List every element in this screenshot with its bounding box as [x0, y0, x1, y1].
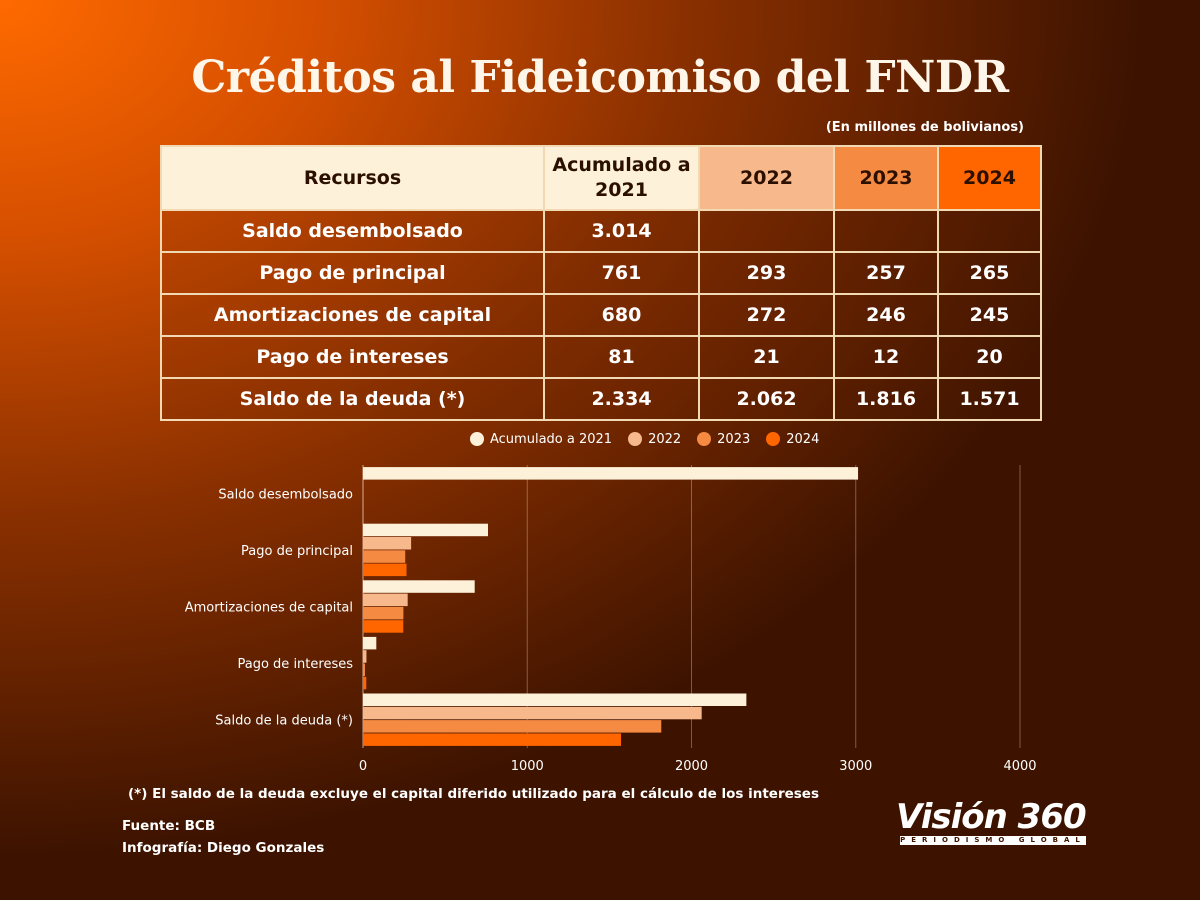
table-cell: 1.571	[937, 377, 1042, 421]
table-cell: 293	[698, 251, 835, 295]
bar	[363, 706, 702, 720]
table-cell: Saldo desembolsado	[160, 209, 545, 253]
legend-item-2022: 2022	[628, 432, 681, 447]
table-cell: 246	[833, 293, 939, 337]
table-cell: 81	[543, 335, 700, 379]
header-2022: 2022	[698, 145, 835, 211]
x-tick-label: 0	[359, 759, 367, 774]
header-acumulado: Acumulado a 2021	[543, 145, 700, 211]
chart-legend: Acumulado a 2021 2022 2023 2024	[470, 430, 819, 448]
legend-dot	[470, 432, 484, 446]
table-row: Pago de principal 761 293 257 265	[160, 251, 1042, 295]
x-tick-label: 1000	[511, 759, 544, 774]
page-title: Créditos al Fideicomiso del FNDR	[191, 52, 1009, 103]
table-cell: 1.816	[833, 377, 939, 421]
table-cell: 272	[698, 293, 835, 337]
logo-tagline: PERIODISMO GLOBAL	[900, 836, 1086, 845]
source-note: Fuente: BCB	[122, 818, 216, 834]
bar	[363, 620, 404, 633]
legend-dot	[697, 432, 712, 446]
legend-label: 2022	[648, 431, 682, 447]
table-cell: 680	[543, 293, 700, 337]
table-cell: Saldo de la deuda (*)	[160, 377, 545, 421]
table-cell: 2.334	[543, 377, 700, 421]
table-cell: 265	[937, 251, 1042, 295]
bar	[363, 523, 488, 537]
table-cell: 245	[937, 293, 1042, 337]
table-cell	[833, 209, 939, 253]
table-cell: Amortizaciones de capital	[160, 293, 545, 337]
bar	[363, 720, 662, 733]
x-tick-label: 3000	[839, 759, 872, 774]
bar-chart: 0 1000 2000 3000 4000 Saldo desembolsado Pago …	[185, 465, 1037, 774]
footnote: (*) El saldo de la deuda excluye el capi…	[128, 786, 819, 802]
table-cell: Pago de principal	[160, 251, 545, 295]
legend-item-2024: 2024	[766, 432, 819, 447]
legend-label: 2023	[717, 431, 751, 447]
table-row: Amortizaciones de capital 680 272 246 24…	[160, 293, 1042, 337]
table-cell: 3.014	[543, 209, 700, 253]
logo-text: Visión 360	[896, 797, 1087, 837]
bar	[363, 636, 377, 650]
bar	[363, 467, 859, 480]
table-cell: 761	[543, 251, 700, 295]
table-cell	[937, 209, 1042, 253]
bar	[363, 733, 622, 746]
bar	[363, 563, 407, 577]
bar	[363, 550, 406, 563]
legend-label: Acumulado a 2021	[490, 431, 613, 447]
header-recursos: Recursos	[160, 145, 545, 211]
table-row: Pago de intereses 81 21 12 20	[160, 335, 1042, 379]
header-2024: 2024	[937, 145, 1042, 211]
table-cell: 257	[833, 251, 939, 295]
bar	[363, 593, 408, 607]
legend-dot	[628, 432, 643, 446]
x-tick-label: 2000	[675, 759, 708, 774]
table-cell: 20	[937, 335, 1042, 379]
legend-label: 2024	[786, 431, 820, 447]
table-row: Saldo desembolsado 3.014	[160, 209, 1042, 253]
category-label: Amortizaciones de capital	[185, 601, 353, 616]
category-label: Pago de principal	[241, 544, 353, 559]
bar	[363, 650, 367, 663]
units-note: (En millones de bolivianos)	[825, 120, 1024, 135]
bar	[363, 580, 475, 593]
header-2023: 2023	[833, 145, 939, 211]
x-tick-label: 4000	[1003, 759, 1036, 774]
category-label: Pago de intereses	[238, 657, 354, 672]
table-cell: Pago de intereses	[160, 335, 545, 379]
legend-item-acumulado: Acumulado a 2021	[470, 432, 612, 447]
legend-item-2023: 2023	[697, 432, 750, 447]
category-label: Saldo desembolsado	[218, 487, 353, 502]
table-cell: 2.062	[698, 377, 835, 421]
legend-dot	[766, 432, 781, 446]
bar	[363, 693, 747, 706]
credit-note: Infografía: Diego Gonzales	[122, 840, 325, 856]
vision360-logo: Visión 360 PERIODISMO GLOBAL	[896, 798, 1088, 845]
bar	[363, 606, 404, 620]
table-row: Saldo de la deuda (*) 2.334 2.062 1.816 …	[160, 377, 1042, 421]
bar	[363, 663, 365, 676]
data-table: Recursos Acumulado a 2021 2022 2023 2024…	[160, 145, 1042, 421]
table-cell	[698, 209, 835, 253]
category-label: Saldo de la deuda (*)	[215, 714, 353, 729]
table-cell: 21	[698, 335, 835, 379]
bar	[363, 537, 412, 550]
table-cell: 12	[833, 335, 939, 379]
bar	[363, 676, 367, 690]
table-header-row: Recursos Acumulado a 2021 2022 2023 2024	[160, 145, 1042, 211]
